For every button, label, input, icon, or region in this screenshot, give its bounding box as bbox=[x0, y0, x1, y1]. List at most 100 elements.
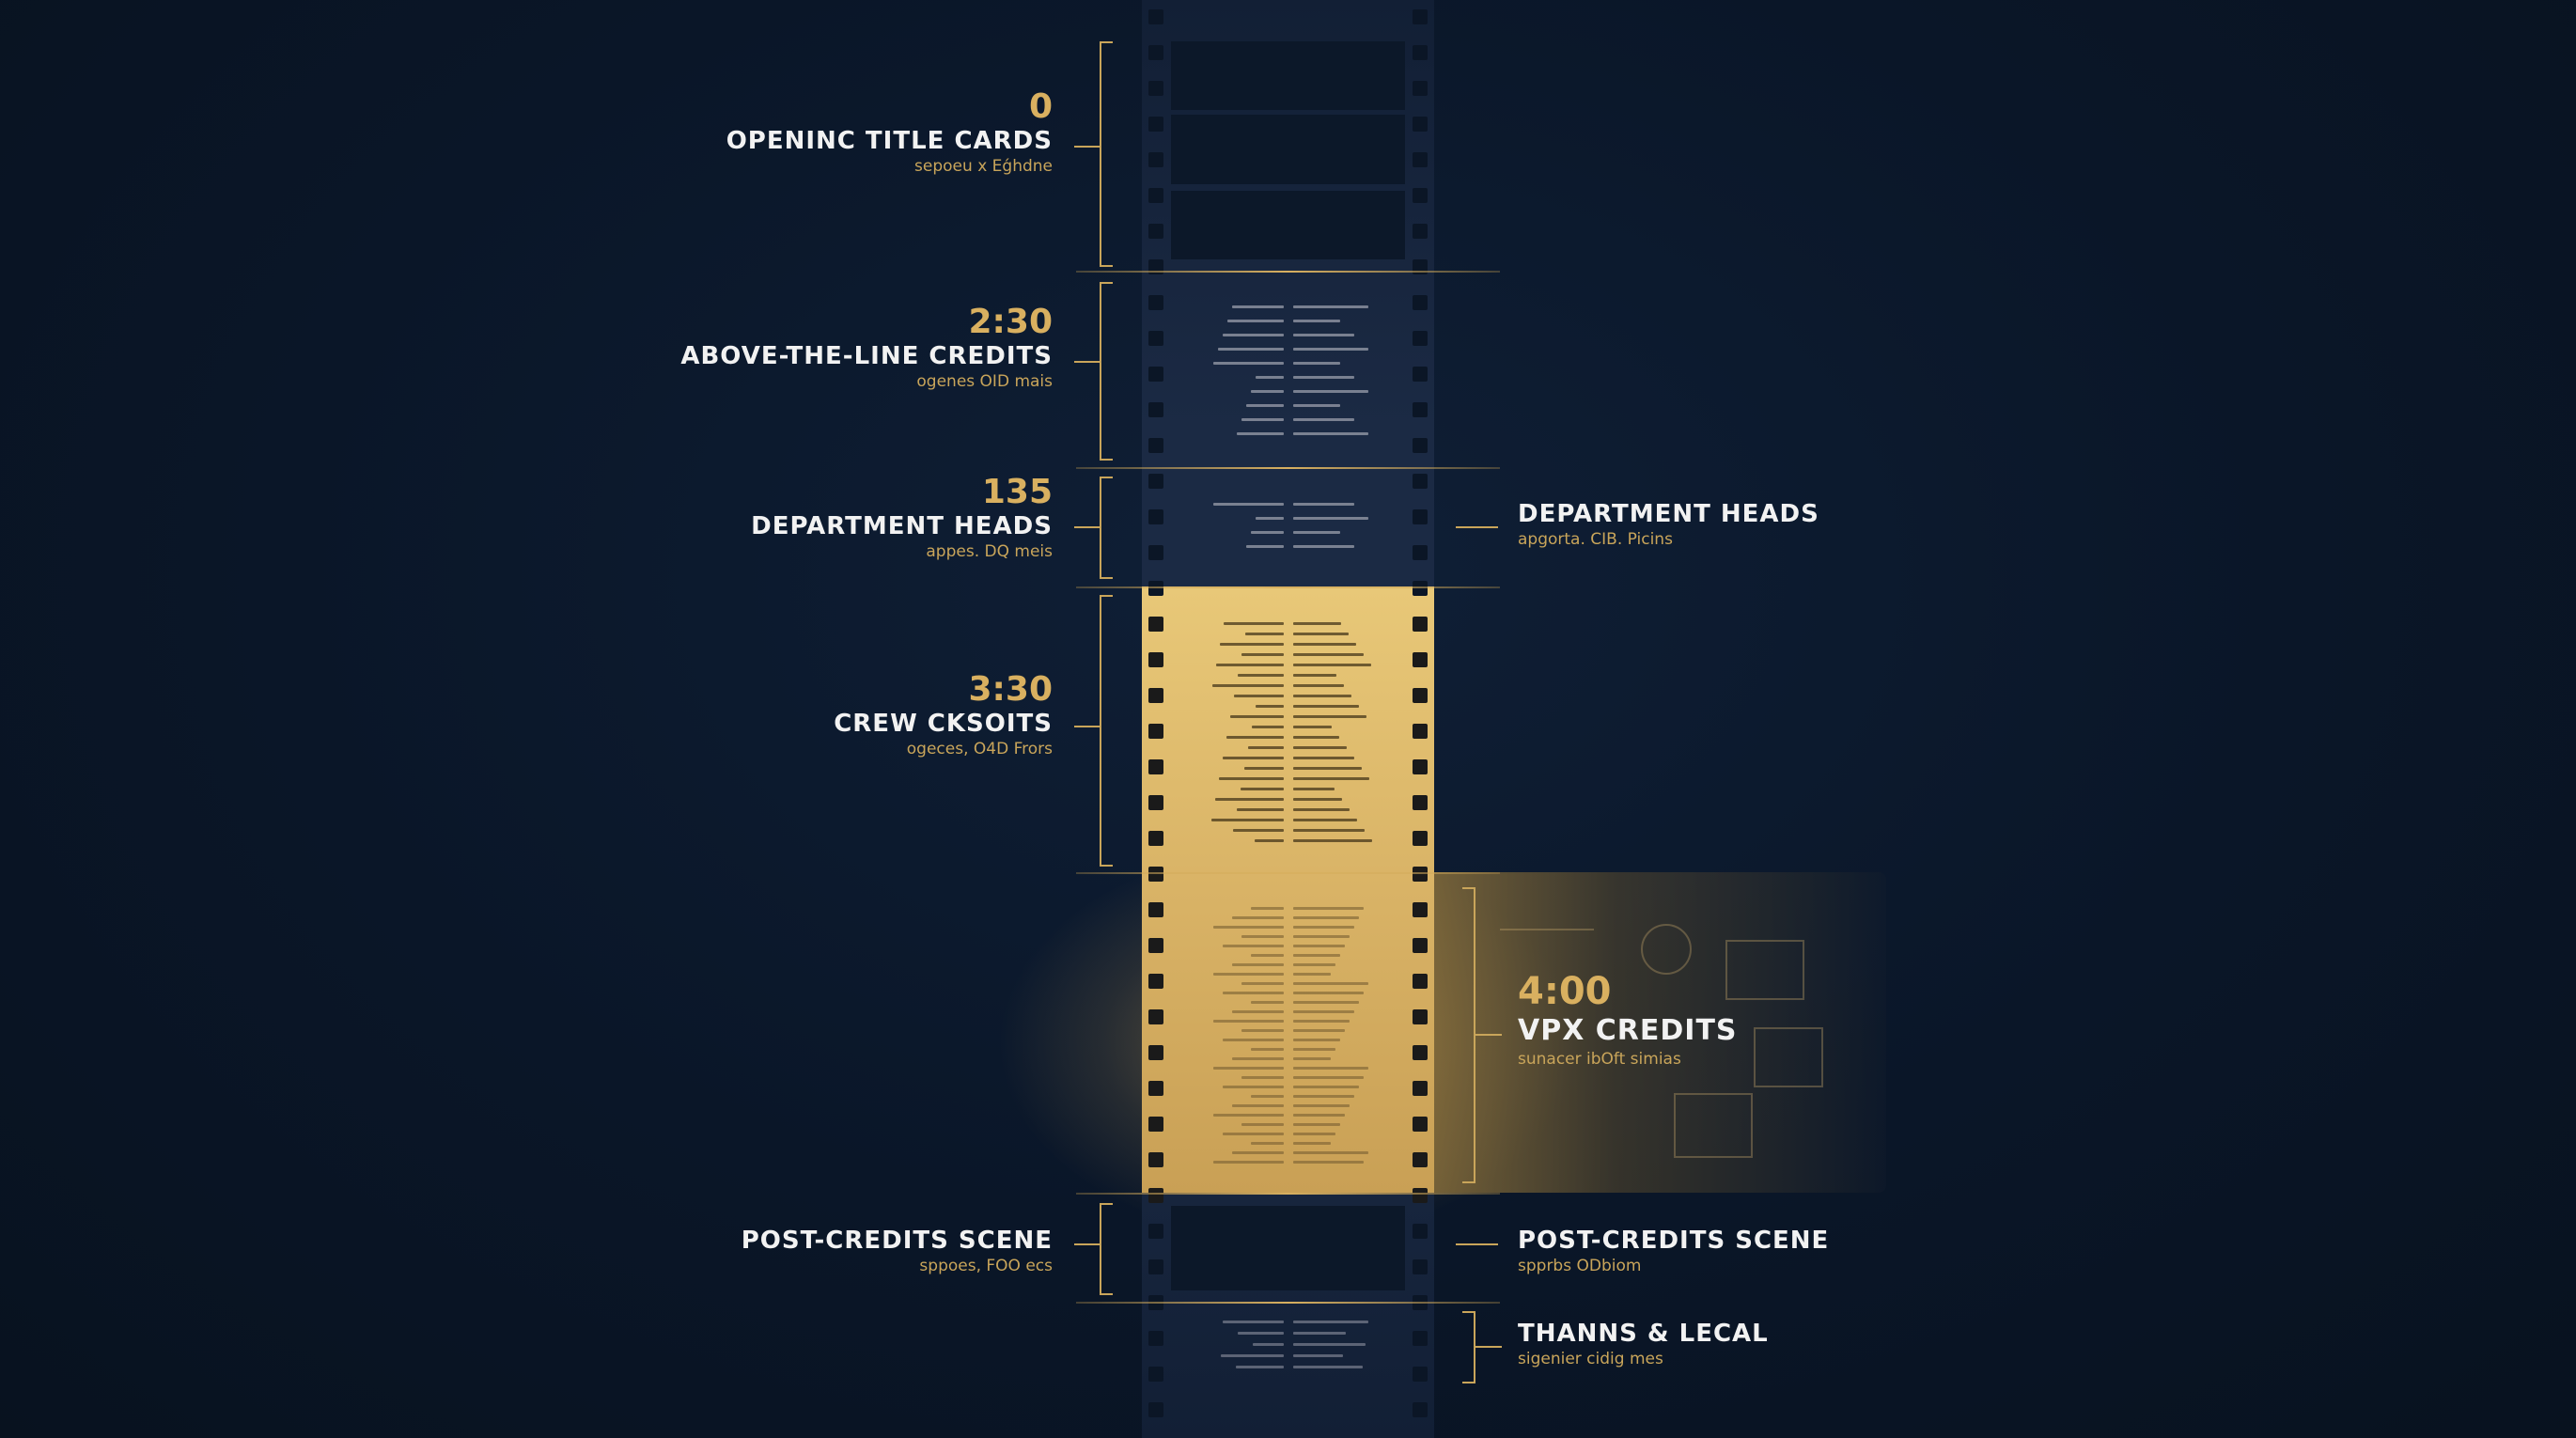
credit-line bbox=[1241, 1123, 1284, 1126]
credit-line bbox=[1293, 1123, 1340, 1126]
sprocket-hole bbox=[1413, 938, 1428, 953]
sprocket-hole bbox=[1148, 938, 1163, 953]
credit-line bbox=[1223, 945, 1284, 947]
sprocket-hole bbox=[1148, 1117, 1163, 1132]
credit-line bbox=[1293, 1067, 1368, 1070]
section-time: 4:00 bbox=[1518, 970, 1612, 1013]
credit-line bbox=[1293, 935, 1350, 938]
credit-line bbox=[1227, 320, 1284, 322]
sprocket-hole bbox=[1413, 759, 1428, 774]
sprocket-hole bbox=[1148, 117, 1163, 132]
sprocket-hole bbox=[1413, 509, 1428, 524]
credit-line bbox=[1293, 767, 1362, 770]
sprocket-hole bbox=[1148, 474, 1163, 489]
credit-line bbox=[1293, 982, 1368, 985]
credit-line bbox=[1293, 926, 1354, 929]
credit-line bbox=[1237, 432, 1284, 435]
sprocket-hole bbox=[1148, 867, 1163, 882]
sprocket-hole bbox=[1148, 152, 1163, 167]
section-title: POST-CREDITS SCENE bbox=[1518, 1227, 1830, 1255]
credit-line bbox=[1293, 531, 1340, 534]
credit-line bbox=[1293, 1029, 1345, 1032]
credit-line bbox=[1293, 945, 1345, 947]
sprocket-hole bbox=[1413, 1331, 1428, 1346]
credit-line bbox=[1237, 808, 1284, 811]
sprocket-hole bbox=[1413, 1081, 1428, 1096]
credit-line bbox=[1241, 653, 1284, 656]
credit-line bbox=[1224, 622, 1284, 625]
credit-line bbox=[1218, 348, 1284, 351]
credit-line bbox=[1213, 1067, 1284, 1070]
credit-line bbox=[1251, 1142, 1284, 1145]
projector-icon bbox=[1725, 940, 1804, 1000]
credit-line bbox=[1236, 1366, 1284, 1368]
credit-line bbox=[1293, 788, 1335, 790]
sprocket-hole bbox=[1413, 581, 1428, 596]
credit-line bbox=[1293, 503, 1354, 506]
sprocket-hole bbox=[1148, 402, 1163, 417]
credit-line bbox=[1241, 982, 1284, 985]
credit-line bbox=[1223, 757, 1284, 759]
network-icon bbox=[1641, 924, 1692, 975]
section-subtitle: ogenes OID mais bbox=[916, 372, 1053, 391]
credit-line bbox=[1251, 390, 1284, 393]
credit-line bbox=[1241, 788, 1284, 790]
credit-line bbox=[1293, 622, 1341, 625]
credit-line bbox=[1230, 715, 1284, 718]
credit-line bbox=[1293, 819, 1357, 821]
credit-line bbox=[1293, 1095, 1354, 1098]
sprocket-hole bbox=[1413, 1045, 1428, 1060]
credit-line bbox=[1251, 954, 1284, 957]
sprocket-hole bbox=[1413, 1259, 1428, 1274]
credit-line bbox=[1213, 1114, 1284, 1117]
credit-line bbox=[1251, 907, 1284, 910]
connector bbox=[1074, 726, 1101, 727]
sprocket-hole bbox=[1413, 402, 1428, 417]
sprocket-hole bbox=[1413, 902, 1428, 917]
section-title: DEPARTMENT HEADS bbox=[751, 512, 1053, 540]
sprocket-hole bbox=[1413, 224, 1428, 239]
sprocket-hole bbox=[1148, 724, 1163, 739]
section-time: 2:30 bbox=[968, 303, 1053, 341]
credit-line bbox=[1251, 531, 1284, 534]
sprocket-hole bbox=[1413, 295, 1428, 310]
divider bbox=[1076, 872, 1500, 874]
section-above-the-line: 2:30 ABOVE-THE-LINE CREDITS ogenes OID m… bbox=[680, 304, 1053, 392]
sprocket-hole bbox=[1413, 45, 1428, 60]
credit-line bbox=[1293, 829, 1365, 832]
credit-line bbox=[1293, 653, 1364, 656]
credit-line bbox=[1293, 1133, 1335, 1135]
credit-line bbox=[1293, 973, 1331, 976]
sprocket-hole bbox=[1413, 331, 1428, 346]
sprocket-hole bbox=[1413, 9, 1428, 24]
sprocket-hole bbox=[1413, 545, 1428, 560]
credit-line bbox=[1293, 1048, 1335, 1051]
credit-line bbox=[1293, 545, 1354, 548]
title-frame bbox=[1171, 191, 1405, 259]
credit-line bbox=[1293, 348, 1368, 351]
credit-line bbox=[1293, 320, 1340, 322]
divider bbox=[1076, 467, 1500, 469]
credit-line bbox=[1293, 432, 1368, 435]
sprocket-hole bbox=[1413, 867, 1428, 882]
bracket bbox=[1100, 41, 1113, 267]
sprocket-hole bbox=[1413, 1117, 1428, 1132]
sprocket-hole bbox=[1148, 438, 1163, 453]
credit-line bbox=[1213, 973, 1284, 976]
divider bbox=[1076, 271, 1500, 273]
sprocket-hole bbox=[1148, 759, 1163, 774]
sprocket-hole bbox=[1148, 688, 1163, 703]
section-subtitle: sunacer ibOft simias bbox=[1518, 1050, 1681, 1069]
section-post-credits: POST-CREDITS SCENE sppoes, FOO ecs bbox=[742, 1226, 1053, 1276]
credit-line bbox=[1293, 418, 1354, 421]
sprocket-hole bbox=[1148, 509, 1163, 524]
right-section-department-heads: DEPARTMENT HEADS apgorta. CIB. Picins bbox=[1518, 499, 1819, 550]
right-section-vpx-credits: 4:00 VPX CREDITS sunacer ibOft simias bbox=[1518, 970, 1738, 1070]
section-count: 135 bbox=[981, 473, 1053, 511]
title-frame bbox=[1171, 41, 1405, 110]
credit-line bbox=[1238, 674, 1284, 677]
credit-line bbox=[1293, 1020, 1350, 1023]
credit-line bbox=[1216, 664, 1284, 666]
credit-line bbox=[1223, 992, 1284, 994]
credit-line bbox=[1293, 954, 1340, 957]
